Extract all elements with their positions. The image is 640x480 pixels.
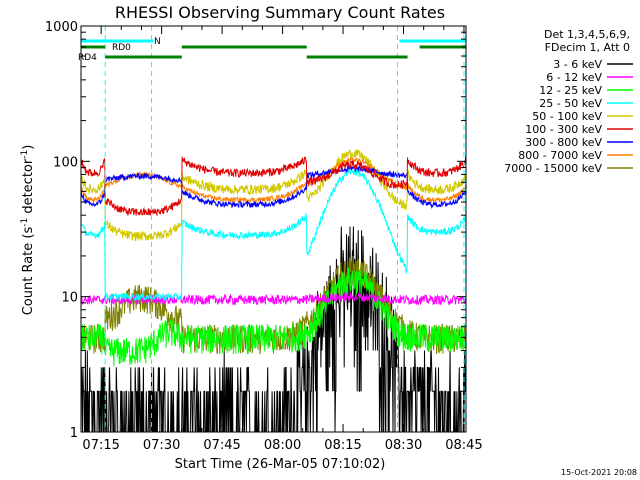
x-tick-label-6: 08:45 [445,438,482,453]
flag-label-2: RD4 [78,53,97,63]
legend-label-2: 12 - 25 keV [539,84,602,97]
flag-label-0: N [154,37,161,47]
series-line-5 [81,156,466,216]
y-axis-label-mid: detector [21,158,36,218]
series-line-1 [81,291,466,306]
legend-label-0: 3 - 6 keV [553,58,602,71]
series-line-6 [81,164,466,209]
x-tick-label-1: 07:30 [143,438,180,453]
series-line-3 [81,168,466,302]
legend: Det 1,3,4,5,6,9, FDecim 1, Att 0 3 - 6 k… [504,28,633,175]
y-axis-label-sup2: -1 [20,150,30,159]
legend-label-3: 25 - 50 keV [539,97,602,110]
chart-title: RHESSI Observing Summary Count Rates [115,3,445,22]
y-axis-label: Count Rate (s-1 detector-1) [20,145,36,316]
legend-label-5: 100 - 300 keV [525,123,602,136]
x-tick-label-2: 07:45 [203,438,240,453]
axes: 1 10 100 1000 07:15 07:30 07:45 08:00 08:15 08:30… [45,20,483,453]
legend-label-1: 6 - 12 keV [546,71,602,84]
flag-label-1: RD0 [112,43,131,53]
y-axis-label-end: ) [21,145,36,150]
legend-label-7: 800 - 7000 keV [518,149,602,162]
x-tick-label-0: 07:15 [82,438,119,453]
plot-frame [80,25,467,433]
legend-label-6: 300 - 800 keV [525,136,602,149]
y-axis-label-sup1: -1 [20,218,30,227]
legend-label-8: 7000 - 15000 keV [504,162,602,175]
y-tick-label-1: 10 [61,291,78,306]
y-tick-label-0: 1 [70,426,78,441]
series-line-2 [81,267,466,367]
y-tick-label-2: 100 [53,155,78,170]
x-tick-label-5: 08:30 [385,438,422,453]
plot-area [81,26,466,432]
series-line-0 [81,226,466,432]
x-tick-label-3: 08:00 [264,438,301,453]
legend-label-4: 50 - 100 keV [532,110,602,123]
x-tick-label-4: 08:15 [324,438,361,453]
footer-date: 15-Oct-2021 20:08 [561,468,637,477]
legend-header-1: Det 1,3,4,5,6,9, [544,28,630,41]
legend-header-2: FDecim 1, Att 0 [545,41,630,54]
y-axis-label-main: Count Rate (s [21,227,36,316]
series-line-4 [81,149,466,242]
x-axis-label: Start Time (26-Mar-05 07:10:02) [175,457,386,472]
y-tick-label-3: 1000 [45,20,78,35]
